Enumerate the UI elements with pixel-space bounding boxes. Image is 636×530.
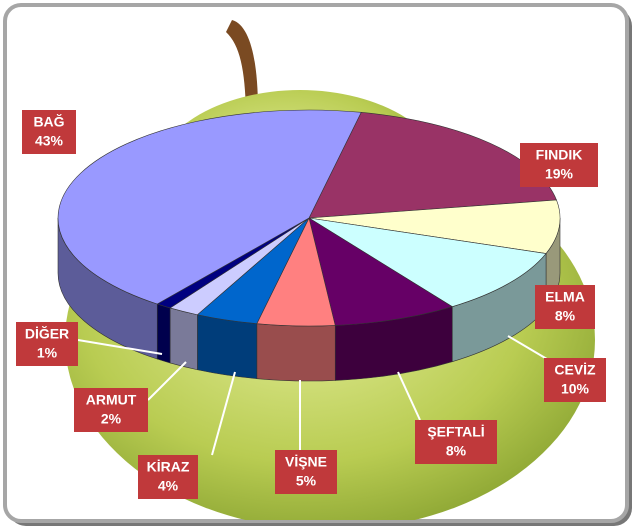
value-label: 2% [101,411,122,427]
value-label: 10% [561,381,590,397]
value-label: 8% [446,443,467,459]
slice-side [169,307,198,371]
value-label: 8% [555,308,576,324]
label-box [16,322,78,366]
label-box [535,285,595,329]
slice [308,199,561,254]
category-label: BAĞ [33,113,64,130]
slice-side [256,323,336,382]
leader-line [211,371,236,456]
value-label: 43% [35,133,64,149]
label-box [275,450,337,494]
leader-line [77,339,163,355]
labels: FINDIK 19% ELMA 8% CEVİZ 10% ŞEFTALİ 8% VİŞNE 5% K… [16,110,606,499]
value-label: 4% [158,478,179,494]
category-label: ELMA [545,289,585,305]
category-label: FINDIK [536,147,583,163]
category-label: CEVİZ [554,362,596,378]
label-box [22,110,76,154]
label-box [74,388,148,432]
value-label: 19% [545,166,574,182]
slice [308,217,547,308]
category-label: KİRAZ [147,459,190,475]
value-label: 1% [37,345,58,361]
leader-line [507,335,553,363]
slice [57,109,362,305]
category-label: DİĞER [25,325,69,342]
value-label: 5% [296,473,317,489]
category-label: VİŞNE [285,454,327,470]
pie [57,109,561,382]
label-box [520,143,598,187]
leader-line [147,361,187,401]
label-box [415,420,497,464]
slice [308,217,453,326]
category-label: ARMUT [86,392,137,408]
label-box [544,358,606,402]
leader-line [397,371,421,421]
pear-stem [226,20,258,112]
label-box [138,455,198,499]
category-label: ŞEFTALİ [427,424,484,440]
slice-side [197,314,258,379]
